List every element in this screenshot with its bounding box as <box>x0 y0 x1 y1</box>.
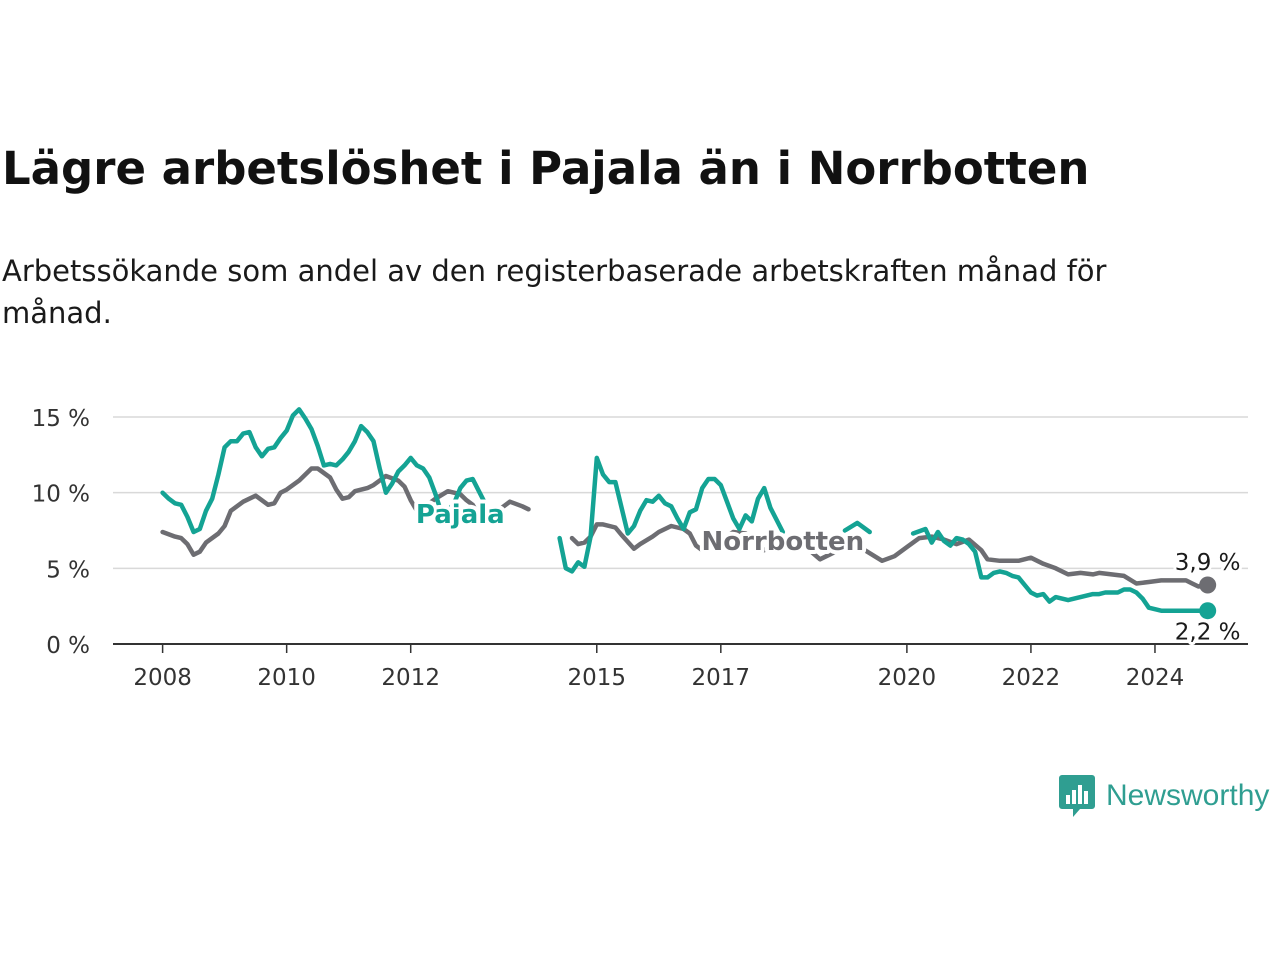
end-point-norrbotten <box>1199 576 1217 594</box>
x-tick-label: 2020 <box>878 665 937 691</box>
series-line-norrbotten <box>160 466 1210 589</box>
end-label-halo-pajala: 2,2 % <box>1175 620 1241 646</box>
x-tick-label: 2022 <box>1002 665 1061 691</box>
x-tick-label: 2012 <box>381 665 440 691</box>
y-tick-label: 0 % <box>46 633 90 659</box>
chart-title: Lägre arbetslöshet i Pajala än i Norrbot… <box>2 142 1090 195</box>
end-point-pajala <box>1199 602 1217 620</box>
x-tick-label: 2017 <box>692 665 751 691</box>
line-label-pajala: Pajala <box>416 500 505 530</box>
end-label-halo-norrbotten: 3,9 % <box>1175 550 1241 576</box>
x-tick-label: 2010 <box>257 665 316 691</box>
line-label-norrbotten: Norrbotten <box>701 527 864 557</box>
x-tick-label: 2015 <box>567 665 626 691</box>
brand-name: Newsworthy <box>1106 779 1270 812</box>
y-tick-label: 5 % <box>46 557 90 583</box>
line-chart: 0 % 5 % 10 % 15 % 2008 2010 2012 2015 2017 2020 20… <box>32 406 1248 691</box>
line-label-halo-pajala: Pajala <box>416 500 505 530</box>
x-tick-label: 2024 <box>1126 665 1185 691</box>
chart-subtitle: Arbetssökande som andel av den registerb… <box>2 254 1107 330</box>
end-label-pajala: 2,2 % <box>1175 620 1241 646</box>
brand-logo: Newsworthy <box>1058 772 1269 820</box>
y-tick-label: 10 % <box>32 482 90 508</box>
newsworthy-logo-icon <box>1059 775 1095 817</box>
end-label-norrbotten: 3,9 % <box>1175 550 1241 576</box>
x-tick-label: 2008 <box>133 665 192 691</box>
line-label-halo-norrbotten: Norrbotten <box>701 527 864 557</box>
series-line-pajala <box>160 407 1210 613</box>
y-tick-label: 15 % <box>32 406 90 432</box>
